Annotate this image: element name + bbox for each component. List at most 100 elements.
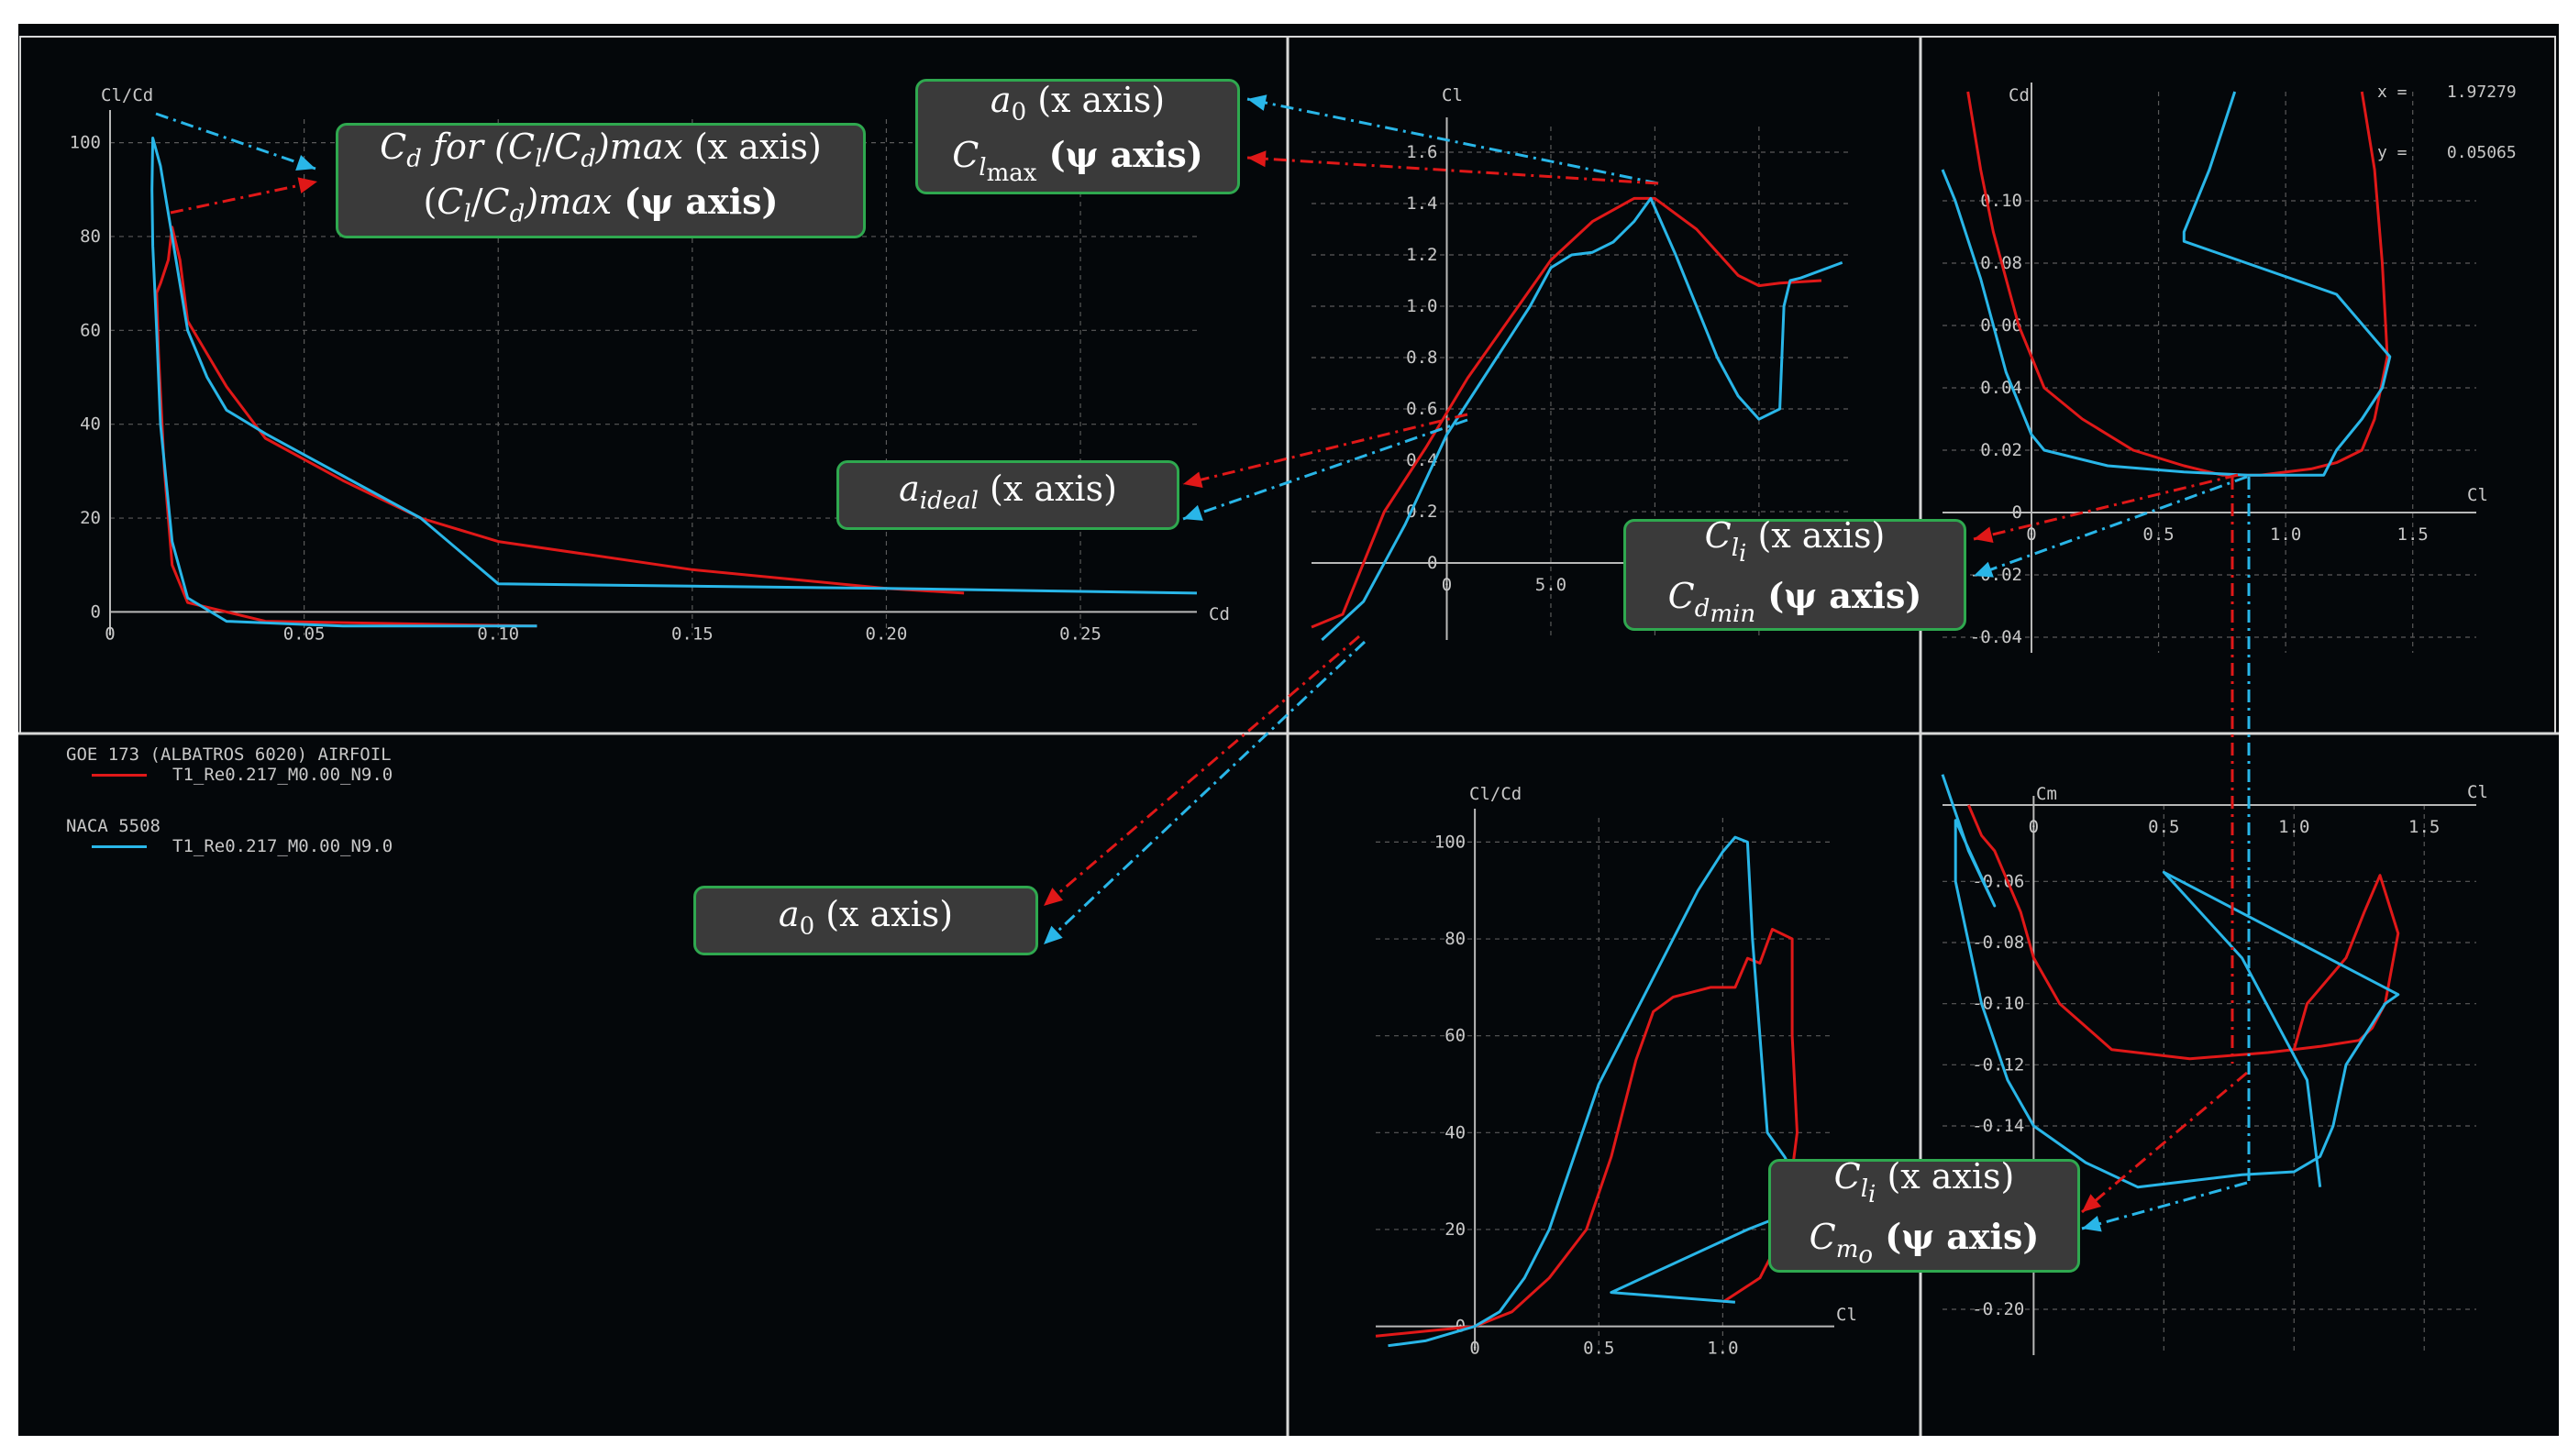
arrow-cmo-red (2081, 1071, 2248, 1214)
series-cd_vs_cl-1 (1941, 91, 2392, 477)
ytick-ld_vs_cl-1: 20 (1444, 1219, 1466, 1240)
callout-a0-line: a0 (x axis) (778, 894, 954, 941)
arrow-a0-blue (1042, 640, 1367, 946)
xlabel-cd_vs_cl: Cl (2467, 485, 2488, 505)
xlabel-ld_vs_cd: Cd (1209, 604, 1230, 624)
chart-cd_vs_cl: 0 0.5 1.0 1.5-0.04-0.0200.020.040.060.080.1… (1941, 83, 2488, 653)
ytick-cm_vs_cl-4: -0.14 (1972, 1116, 2024, 1136)
series-cl_vs_alpha-1 (1321, 196, 1843, 642)
series-ld_vs_cd-1 (150, 137, 1198, 628)
arrow-cdmin-red-head (1974, 526, 1994, 544)
ytick-cm_vs_cl-2: -0.10 (1972, 994, 2024, 1014)
xtick-ld_vs_cd-4: 0.20 (866, 623, 908, 644)
xtick-cd_vs_cl-1: 0.5 (2142, 524, 2174, 545)
arrow-aideal-blue (1182, 418, 1468, 521)
ylabel-ld_vs_cl: Cl/Cd (1469, 784, 1522, 804)
arrow-clmax-red (1246, 156, 1659, 185)
series-cl_vs_alpha-0 (1311, 196, 1822, 629)
xtick-cm_vs_cl-1: 0.5 (2148, 817, 2179, 837)
arrow-clmax-red-head (1247, 150, 1267, 168)
ytick-ld_vs_cl-3: 60 (1444, 1026, 1466, 1046)
ytick-ld_vs_cd-0: 0 (91, 601, 101, 622)
callout-cli-cmo-line2: Cmo (ψ axis) (1809, 1216, 2040, 1269)
xtick-cm_vs_cl-0: 0 (2029, 817, 2039, 837)
ytick-cm_vs_cl-3: -0.12 (1972, 1054, 2024, 1075)
callout-a0-clmax-line1: a0 (x axis) (990, 80, 1166, 127)
legend-swatch-blue (92, 845, 147, 848)
arrow-cmo-red-head (2082, 1194, 2102, 1212)
arrow-cdmin-blue (1973, 475, 2248, 578)
callout-a0-clmax: a0 (x axis) Clmax (ψ axis) (915, 79, 1240, 194)
legend-airfoil-2-run-text: T1_Re0.217_M0.00_N9.0 (172, 836, 393, 856)
callout-cli-cmo-line1: Cli (x axis) (1833, 1156, 2015, 1208)
ylabel-cd_vs_cl: Cd (2009, 85, 2030, 105)
xtick-cd_vs_cl-2: 1.0 (2270, 524, 2301, 545)
arrow-a0-blue-head (1044, 925, 1063, 944)
arrow-a0-red (1043, 634, 1360, 908)
callout-cli-cdmin-line1: Cli (x axis) (1704, 515, 1886, 568)
ytick-ld_vs_cl-0: 0 (1456, 1317, 1466, 1337)
arrow-cmo-blue-head (2082, 1215, 2102, 1232)
xtick-cm_vs_cl-3: 1.5 (2408, 817, 2440, 837)
readout-y: y = 0.05065 (2377, 143, 2517, 162)
xtick-ld_vs_cl-2: 1.0 (1707, 1339, 1738, 1359)
ytick-ld_vs_cl-5: 100 (1434, 832, 1466, 852)
ytick-cd_vs_cl-0: -0.04 (1970, 627, 2022, 647)
cursor-readout: x = 1.97279 y = 0.05065 (2377, 42, 2517, 183)
arrow-ld-blue (155, 112, 316, 171)
legend-airfoil-1-run: T1_Re0.217_M0.00_N9.0 (66, 765, 393, 785)
ytick-cl_vs_alpha-3: 0.6 (1406, 399, 1437, 419)
series-ld_vs_cl-0 (1375, 928, 1799, 1338)
callout-cd-for-ld-max-line2: (Cl/Cd)max (ψ axis) (423, 181, 779, 228)
arrow-clmax-blue-head (1247, 94, 1267, 111)
xtick-cl_vs_alpha-1: 5.0 (1535, 575, 1566, 595)
xtick-ld_vs_cl-0: 0 (1469, 1339, 1479, 1359)
legend-airfoil-1-name: GOE 173 (ALBATROS 6020) AIRFOIL (66, 745, 392, 765)
ytick-ld_vs_cd-5: 100 (70, 133, 101, 153)
arrow-cdmin-blue-head (1974, 561, 1994, 578)
xlabel-ld_vs_cl: Cl (1836, 1305, 1857, 1325)
callout-cd-for-ld-max-line1: Cd for (Cl/Cd)max (x axis) (380, 127, 822, 173)
callout-cli-cmo: Cli (x axis) Cmo (ψ axis) (1768, 1156, 2080, 1273)
xtick-cl_vs_alpha-0: 0 (1442, 575, 1452, 595)
panel-outline (19, 36, 2556, 734)
callout-cd-for-ld-max: Cd for (Cl/Cd)max (x axis) (Cl/Cd)max (ψ… (336, 123, 866, 238)
ytick-ld_vs_cd-3: 60 (80, 320, 101, 340)
arrow-aideal-red-head (1183, 471, 1203, 488)
ytick-ld_vs_cd-2: 40 (80, 414, 101, 435)
arrow-aideal-red (1182, 413, 1468, 486)
series-ld_vs_cl-1 (1388, 835, 1799, 1348)
xtick-ld_vs_cd-2: 0.10 (477, 623, 519, 644)
arrow-ld-red (170, 180, 318, 215)
arrow-aideal-blue-head (1183, 504, 1203, 521)
ytick-cd_vs_cl-3: 0.02 (1980, 440, 2022, 460)
ytick-cl_vs_alpha-4: 0.8 (1406, 347, 1437, 368)
series-cm_vs_cl-0 (1967, 804, 2400, 1061)
legend-swatch-red (92, 774, 147, 777)
callout-a0: a0 (x axis) (693, 886, 1038, 955)
arrow-clmax-blue (1246, 97, 1659, 185)
series-cm_vs_cl-1 (1941, 774, 2400, 1189)
ylabel-cm_vs_cl: Cm (2036, 784, 2057, 804)
arrow-ld-blue-head (295, 154, 315, 171)
legend-airfoil-2-name: NACA 5508 (66, 816, 160, 836)
ytick-cl_vs_alpha-6: 1.2 (1406, 245, 1437, 265)
ytick-ld_vs_cd-4: 80 (80, 226, 101, 247)
xtick-ld_vs_cd-1: 0.05 (283, 623, 326, 644)
xtick-cd_vs_cl-0: 0 (2026, 524, 2036, 545)
legend-airfoil-1-run-text: T1_Re0.217_M0.00_N9.0 (172, 765, 393, 785)
xtick-ld_vs_cd-0: 0 (105, 623, 115, 644)
series-ld_vs_cd-0 (155, 226, 965, 628)
callout-cli-cdmin-line2: Cdmin (ψ axis) (1667, 575, 1922, 628)
arrow-cdmin-red (1973, 473, 2239, 541)
ytick-cl_vs_alpha-8: 1.6 (1406, 142, 1437, 162)
xtick-ld_vs_cd-5: 0.25 (1059, 623, 1101, 644)
xtick-cm_vs_cl-2: 1.0 (2278, 817, 2309, 837)
ylabel-cl_vs_alpha: Cl (1442, 85, 1463, 105)
callout-cli-cdmin: Cli (x axis) Cdmin (ψ axis) (1623, 515, 1966, 631)
ytick-cd_vs_cl-7: 0.10 (1980, 191, 2022, 211)
callout-a-ideal: aideal (x axis) (836, 460, 1179, 530)
xtick-ld_vs_cl-1: 0.5 (1583, 1339, 1614, 1359)
arrow-a0-red-head (1044, 888, 1064, 906)
